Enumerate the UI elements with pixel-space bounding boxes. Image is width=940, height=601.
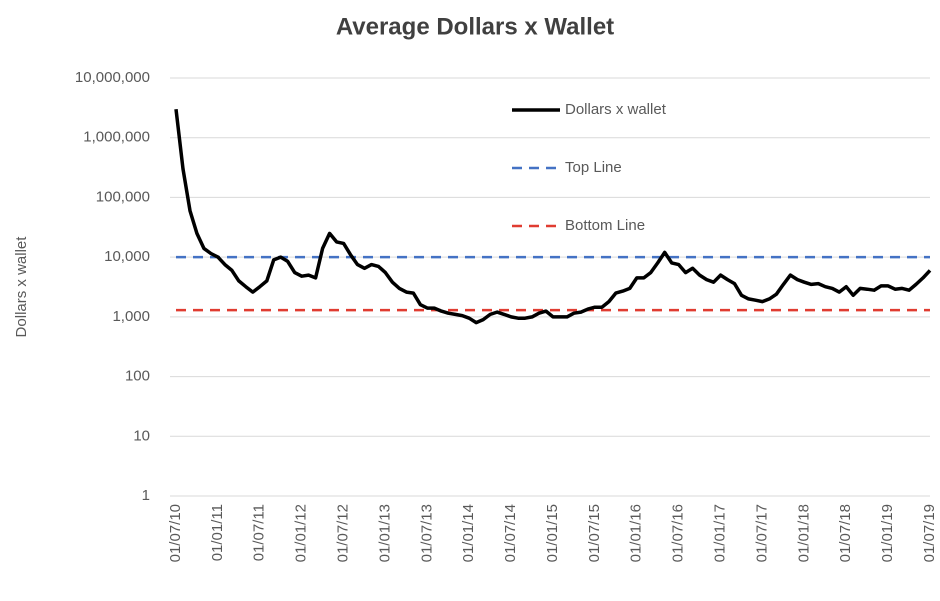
x-tick-label: 01/01/13	[376, 504, 393, 562]
x-tick-label: 01/07/13	[418, 504, 435, 562]
legend-label: Top Line	[565, 159, 622, 176]
x-tick-label: 01/01/12	[293, 504, 310, 562]
x-tick-label: 01/01/14	[460, 504, 477, 562]
x-tick-label: 01/01/19	[879, 504, 896, 562]
x-tick-label: 01/07/17	[753, 504, 770, 562]
y-tick-label: 10,000,000	[75, 69, 150, 86]
x-tick-label: 01/01/15	[544, 504, 561, 562]
x-tick-label: 01/01/18	[795, 504, 812, 562]
x-tick-label: 01/07/12	[335, 504, 352, 562]
x-tick-label: 01/01/11	[209, 504, 226, 561]
y-tick-label: 100,000	[96, 188, 150, 205]
legend-label: Dollars x wallet	[565, 101, 667, 118]
legend-label: Bottom Line	[565, 217, 645, 234]
x-tick-label: 01/07/11	[251, 504, 268, 561]
x-tick-label: 01/07/19	[921, 504, 938, 562]
y-tick-label: 1,000	[112, 308, 150, 325]
x-tick-label: 01/01/16	[628, 504, 645, 562]
y-tick-label: 10	[133, 427, 150, 444]
line-series	[174, 108, 932, 325]
chart-title: Average Dollars x Wallet	[336, 13, 614, 40]
x-tick-label: 01/07/14	[502, 504, 519, 562]
x-tick-label: 01/07/10	[167, 504, 184, 562]
y-tick-label: 10,000	[104, 248, 150, 265]
x-tick-label: 01/07/15	[586, 504, 603, 562]
x-tick-label: 01/07/16	[670, 504, 687, 562]
y-tick-label: 1	[142, 487, 150, 504]
y-tick-label: 100	[125, 368, 150, 385]
x-tick-label: 01/07/18	[837, 504, 854, 562]
y-axis-label: Dollars x wallet	[13, 236, 30, 338]
y-tick-label: 1,000,000	[83, 129, 150, 146]
x-tick-label: 01/01/17	[712, 504, 729, 562]
